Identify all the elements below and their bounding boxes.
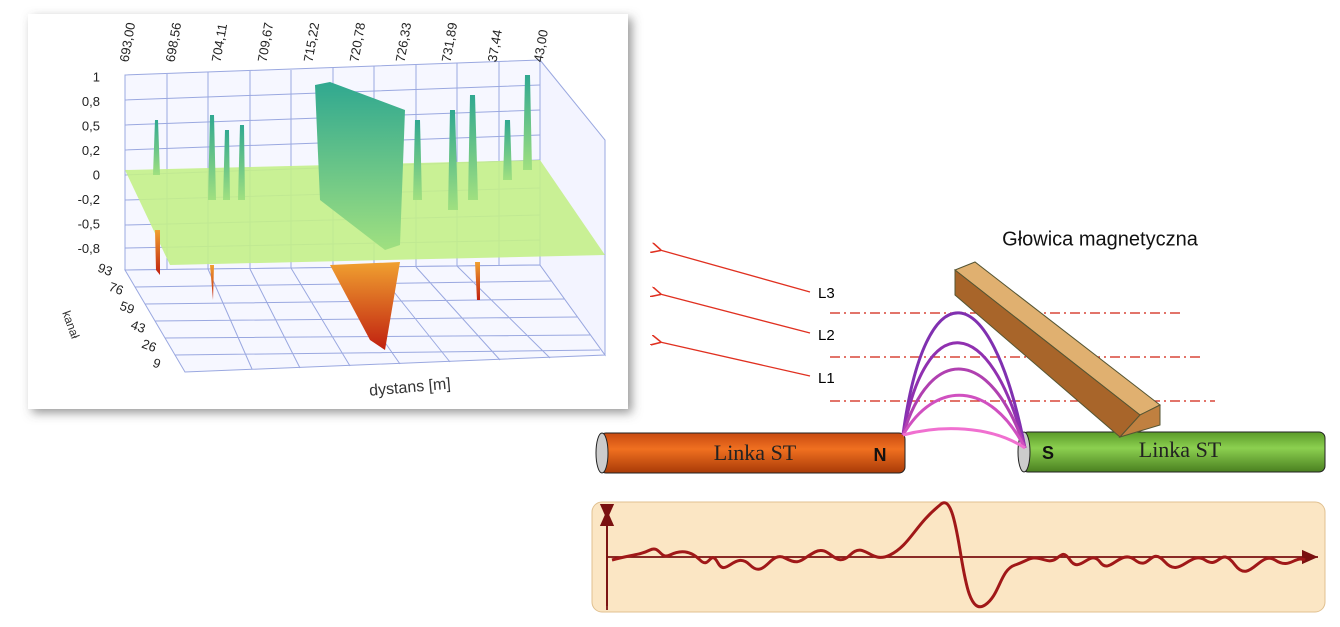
pole-label: N (874, 445, 887, 465)
level-label: L3 (818, 285, 835, 302)
spikes (153, 75, 532, 250)
channel-tick-label: 43 (129, 317, 148, 336)
rod-label: Linka ST (1139, 437, 1222, 462)
top-tick-label: 698,56 (163, 21, 185, 63)
negative-spikes (155, 230, 480, 350)
z-tick-label: -0,2 (78, 192, 100, 207)
head-label: Głowica magnetyczna (1002, 228, 1199, 250)
channel-tick-label: 59 (118, 298, 137, 317)
z-tick-label: 0,2 (82, 143, 100, 158)
top-tick-label: 731,89 (439, 21, 461, 63)
z-tick-label: 0,5 (82, 118, 100, 133)
signal-wave (611, 501, 1306, 609)
top-tick-label: 720,78 (347, 21, 369, 63)
rod-label: Linka ST (714, 440, 797, 465)
z-tick-label: 0,8 (82, 94, 100, 109)
z-tick-label: -0,8 (78, 241, 100, 256)
z-tick-label: 1 (93, 69, 100, 84)
z-tick-label: -0,5 (78, 216, 100, 231)
channel-tick-label: 76 (107, 279, 126, 298)
magnetic-head (954, 261, 1161, 438)
top-tick-label: 715,22 (301, 21, 323, 63)
field-lines (901, 311, 1027, 450)
top-tick-label: 693,00 (117, 21, 139, 63)
arrows (660, 250, 811, 377)
top-tick-label: 726,33 (393, 21, 415, 63)
top-tick-label: 37,44 (485, 28, 505, 63)
channel-tick-label: 9 (151, 355, 163, 372)
z-tick-label: 0 (93, 167, 100, 182)
top-tick-label: 709,67 (255, 21, 277, 63)
top-tick-label: 43,00 (531, 28, 551, 63)
level-label: L1 (818, 370, 835, 387)
top-tick-label: 704,11 (209, 22, 231, 63)
level-label: L2 (818, 327, 835, 344)
rod-end (595, 432, 609, 474)
channel-tick-label: 93 (96, 260, 115, 279)
channel-tick-label: 26 (140, 336, 159, 355)
pole-label: S (1042, 443, 1054, 463)
